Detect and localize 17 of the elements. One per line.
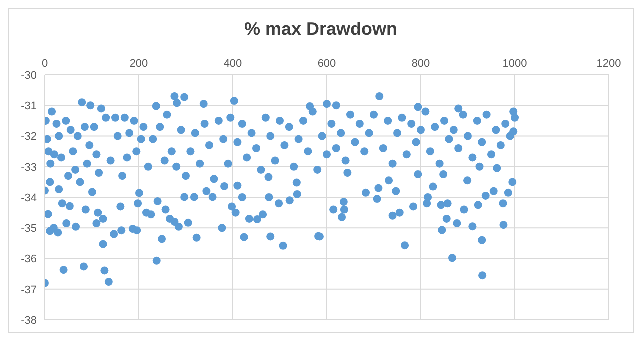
x-tick-label: 0	[42, 58, 48, 70]
y-tick-label: -38	[21, 314, 37, 327]
x-tick-label: 200	[130, 58, 148, 70]
y-tick-label: -30	[21, 70, 37, 82]
y-tick-label: -33	[21, 162, 37, 174]
y-tick-label: -32	[21, 131, 37, 144]
y-tick-label: -34	[21, 192, 37, 204]
x-tick-label: 1200	[596, 58, 622, 70]
y-tick-label: -35	[21, 223, 37, 236]
y-tick-label: -36	[21, 254, 37, 266]
y-tick-label: -37	[21, 284, 37, 296]
chart-title: % max Drawdown	[243, 18, 399, 41]
y-tick-label: -31	[21, 100, 37, 113]
x-tick-label: 600	[318, 58, 336, 70]
x-tick-label: 400	[224, 58, 242, 70]
x-tick-label: 800	[412, 58, 430, 70]
x-tick-label: 1000	[502, 58, 528, 70]
